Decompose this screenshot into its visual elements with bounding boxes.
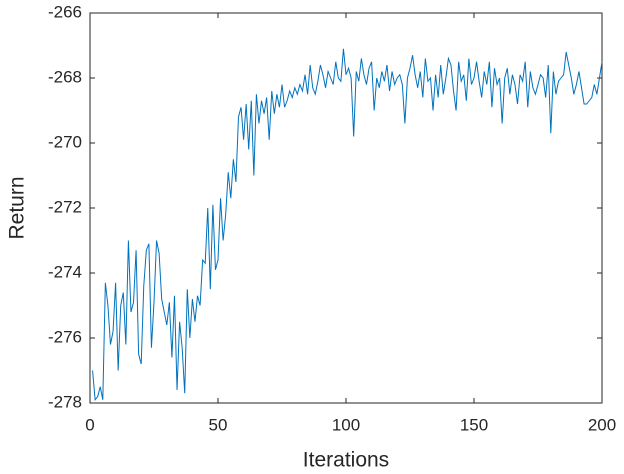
y-tick-label: -270 — [48, 132, 82, 151]
x-tick-label: 50 — [209, 415, 228, 434]
series-line — [92, 48, 603, 402]
y-tick-label: -278 — [48, 392, 82, 411]
x-tick-label: 0 — [85, 415, 94, 434]
x-axis-label: Iterations — [303, 449, 389, 472]
y-tick-label: -266 — [48, 2, 82, 21]
y-tick-label: -276 — [48, 327, 82, 346]
x-tick-label: 150 — [460, 415, 488, 434]
y-tick-label: -268 — [48, 67, 82, 86]
y-tick-label: -274 — [48, 262, 82, 281]
y-axis-label: Return — [6, 176, 29, 239]
x-tick-label: 200 — [588, 415, 616, 434]
x-tick-label: 100 — [332, 415, 360, 434]
y-tick-label: -272 — [48, 197, 82, 216]
